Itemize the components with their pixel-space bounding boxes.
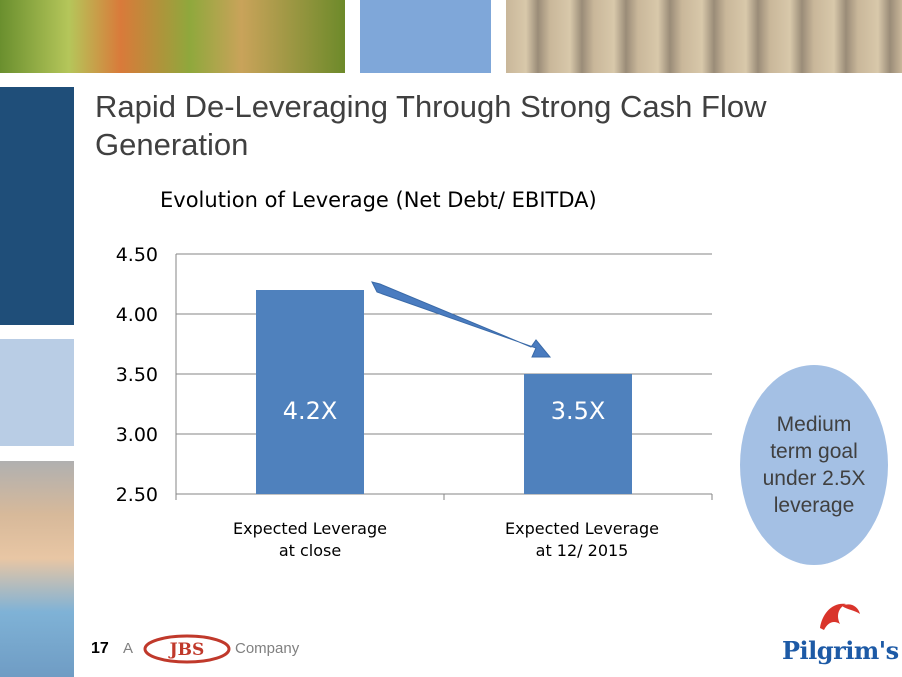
y-tick-label: 2.50: [116, 484, 158, 506]
y-tick-label: 4.50: [116, 244, 158, 266]
y-tick-label: 3.00: [116, 424, 158, 446]
left-dark-blue-block: [0, 87, 74, 325]
slide-title: Rapid De-Leveraging Through Strong Cash …: [95, 89, 767, 162]
down-arrow-icon: [371, 281, 552, 358]
page-number: 17: [91, 640, 109, 657]
nuggets-photo: [506, 0, 902, 73]
jbs-logo: JBS: [143, 634, 231, 664]
y-tick-label: 4.00: [116, 304, 158, 326]
pilgrims-rooster-icon: [820, 603, 860, 630]
top-blue-block: [360, 0, 491, 73]
category-label: Expected Leverage: [233, 519, 387, 538]
callout-text: Medium term goal under 2.5X leverage: [762, 413, 866, 517]
category-label: at 12/ 2015: [536, 541, 629, 560]
bar: [524, 374, 632, 494]
left-light-blue-block: [0, 339, 74, 446]
bar-data-label: 4.2X: [283, 397, 338, 425]
chart-title: Evolution of Leverage (Net Debt/ EBITDA): [160, 188, 597, 212]
girl-photo: [0, 461, 74, 677]
y-tick-label: 3.50: [116, 364, 158, 386]
salad-photo: [0, 0, 345, 73]
bar: [256, 290, 364, 494]
pilgrims-logo: Pilgrim's: [782, 636, 899, 665]
category-label: Expected Leverage: [505, 519, 659, 538]
svg-text:JBS: JBS: [168, 640, 205, 660]
bar-data-label: 3.5X: [551, 397, 606, 425]
leverage-bar-chart: 2.50 3.00 3.50 4.00 4.50 4.2X Expected Leverag…: [116, 244, 713, 560]
category-label: at close: [279, 541, 341, 560]
footer-a: A: [123, 640, 134, 657]
callout-ellipse: Medium term goal under 2.5X leverage: [740, 365, 888, 565]
footer-company: Company: [235, 640, 300, 657]
